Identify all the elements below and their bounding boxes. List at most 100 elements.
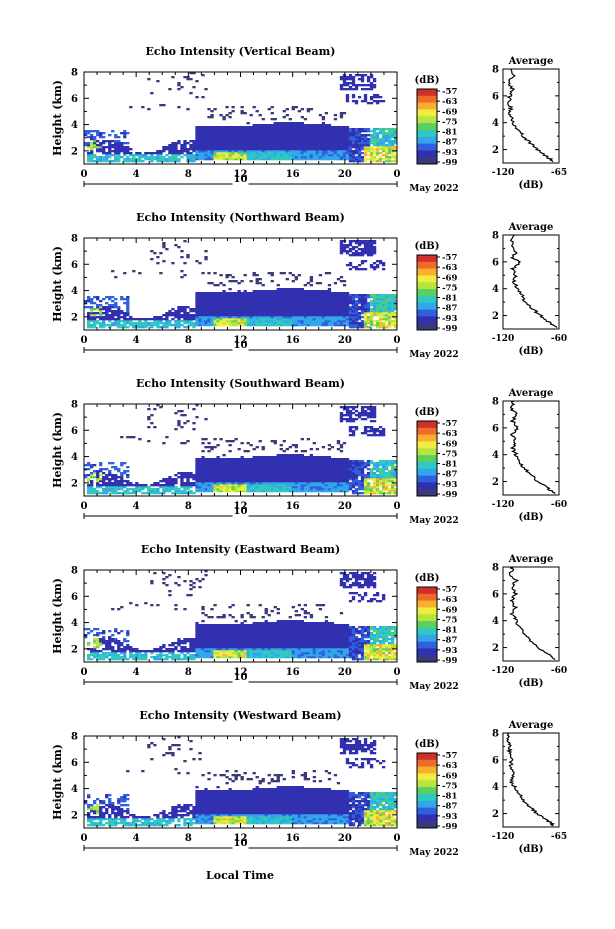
heatmap-cell <box>252 106 256 109</box>
heatmap-cell <box>237 302 241 305</box>
heatmap-cell <box>201 312 205 315</box>
heatmap-cell <box>309 458 314 461</box>
heatmap-cell <box>243 318 247 321</box>
heatmap-cell <box>198 478 202 481</box>
heatmap-cell <box>255 298 259 301</box>
heatmap-cell <box>180 156 184 159</box>
heatmap-cell <box>303 154 308 157</box>
heatmap-cell <box>339 296 344 299</box>
heatmap-cell <box>216 480 220 483</box>
heatmap-cell <box>276 314 280 317</box>
heatmap-cell <box>201 74 205 77</box>
heatmap-cell <box>255 150 259 153</box>
heatmap-cell <box>276 472 280 475</box>
heatmap-cell <box>138 326 142 329</box>
heatmap-cell <box>297 126 301 129</box>
heatmap-cell <box>264 322 268 325</box>
heatmap-cell <box>369 244 374 247</box>
heatmap-cell <box>297 458 301 461</box>
heatmap-cell <box>357 134 362 137</box>
heatmap-cell <box>387 150 392 153</box>
heatmap-cell <box>201 458 205 461</box>
heatmap-cell <box>198 472 202 475</box>
heatmap-cell <box>126 306 130 309</box>
heatmap-cell <box>99 478 103 481</box>
heatmap-cell <box>228 130 232 133</box>
heatmap-cell <box>234 482 238 485</box>
heatmap-cell <box>333 114 338 117</box>
heatmap-cell <box>189 324 193 327</box>
heatmap-cell <box>204 418 208 421</box>
heatmap-cell <box>87 324 91 327</box>
heatmap-cell <box>321 460 326 463</box>
heatmap-cell <box>354 136 359 139</box>
y-tick-label: 2 <box>71 312 78 323</box>
heatmap-cell <box>360 482 365 485</box>
heatmap-cell <box>282 320 286 323</box>
heatmap-cell <box>393 324 398 327</box>
heatmap-cell <box>258 142 262 145</box>
heatmap-cell <box>249 146 253 149</box>
heatmap-cell <box>366 138 371 141</box>
heatmap-cell <box>330 140 335 143</box>
heatmap-cell <box>288 486 292 489</box>
heatmap-cell <box>231 276 235 279</box>
heatmap-cell <box>174 326 178 329</box>
heatmap-cell <box>384 324 389 327</box>
heatmap-cell <box>306 304 311 307</box>
heatmap-cell <box>225 466 229 469</box>
heatmap-cell <box>234 318 238 321</box>
heatmap-cell <box>189 146 193 149</box>
heatmap-cell <box>195 324 199 327</box>
heatmap-cell <box>312 486 317 489</box>
heatmap-cell <box>348 88 353 91</box>
heatmap-cell <box>306 462 311 465</box>
heatmap-cell <box>126 482 130 485</box>
heatmap-cell <box>240 324 244 327</box>
heatmap-cell <box>246 128 250 131</box>
heatmap-cell <box>246 324 250 327</box>
heatmap-cell <box>210 146 214 149</box>
heatmap-cell <box>213 294 217 297</box>
heatmap-cell <box>363 314 368 317</box>
heatmap-cell <box>207 314 211 317</box>
heatmap-cell <box>132 484 136 487</box>
heatmap-cell <box>126 492 130 495</box>
heatmap-cell <box>147 490 151 493</box>
heatmap-cell <box>240 310 244 313</box>
heatmap-cell <box>270 472 274 475</box>
heatmap-cell <box>372 248 377 251</box>
heatmap-cell <box>249 132 253 135</box>
heatmap-cell <box>381 268 386 271</box>
heatmap-cell <box>312 316 317 319</box>
heatmap-cell <box>198 304 202 307</box>
heatmap-cell <box>282 466 286 469</box>
heatmap-cell <box>273 296 277 299</box>
colorbar-swatch <box>417 289 437 297</box>
heatmap-cell <box>327 294 332 297</box>
heatmap-cell <box>291 280 295 283</box>
heatmap-cell <box>273 136 277 139</box>
heatmap-cell <box>297 324 301 327</box>
heatmap-cell <box>243 306 247 309</box>
heatmap-cell <box>300 116 304 119</box>
heatmap-cell <box>255 136 259 139</box>
heatmap-cell <box>291 148 295 151</box>
heatmap-cell <box>291 462 295 465</box>
heatmap-cell <box>288 478 292 481</box>
heatmap-cell <box>258 458 262 461</box>
heatmap-cell <box>243 320 247 323</box>
heatmap-cell <box>318 470 323 473</box>
heatmap-cell <box>282 312 286 315</box>
heatmap-cell <box>318 474 323 477</box>
heatmap-cell <box>339 248 344 251</box>
heatmap-cell <box>213 152 217 155</box>
heatmap-cell <box>258 148 262 151</box>
heatmap-cell <box>324 146 329 149</box>
heatmap-cell <box>360 324 365 327</box>
y-axis-label: Height (km) <box>51 412 64 488</box>
heatmap-cell <box>267 490 271 493</box>
heatmap-cell <box>168 158 172 161</box>
heatmap-cell <box>366 248 371 251</box>
heatmap-cell <box>114 314 118 317</box>
